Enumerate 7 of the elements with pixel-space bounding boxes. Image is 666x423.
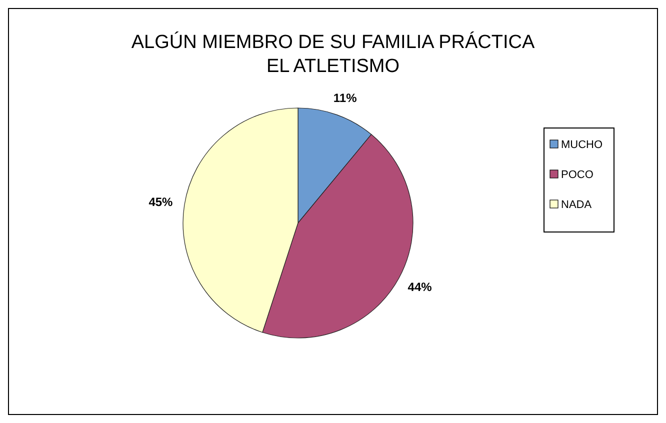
data-label: 11% <box>333 90 358 105</box>
data-label: 45% <box>148 195 174 210</box>
legend-label: MUCHO <box>561 139 603 151</box>
chart-title: ALGÚN MIEMBRO DE SU FAMILIA PRÁCTICA EL ATLETISMO <box>131 31 535 77</box>
legend-label: NADA <box>561 199 592 211</box>
legend-label: POCO <box>561 169 594 181</box>
data-label: 44% <box>408 280 432 294</box>
